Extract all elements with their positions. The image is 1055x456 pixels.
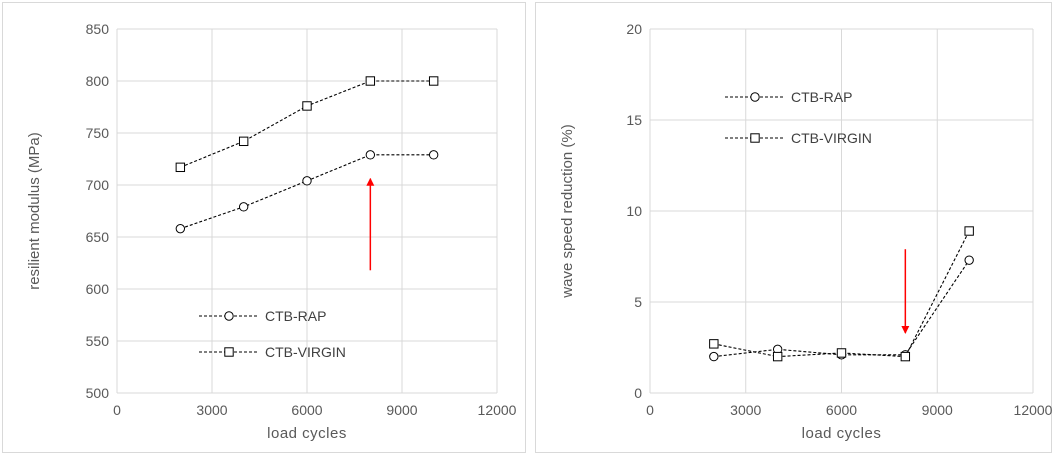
data-point-ctb-virgin [773, 352, 781, 360]
data-point-ctb-rap [303, 177, 311, 185]
x-tick-label: 6000 [291, 402, 322, 418]
legend-marker-square [225, 348, 233, 356]
data-point-ctb-rap [176, 224, 184, 232]
x-tick-label: 12000 [1014, 402, 1053, 418]
data-point-ctb-virgin [837, 349, 845, 357]
x-tick-label: 9000 [386, 402, 417, 418]
data-point-ctb-rap [366, 151, 374, 159]
data-point-ctb-rap [710, 352, 718, 360]
data-point-ctb-virgin [366, 77, 374, 85]
data-point-ctb-virgin [710, 340, 718, 348]
legend-label-ctb-rap: CTB-RAP [265, 308, 326, 324]
y-tick-label: 600 [86, 281, 110, 297]
x-tick-label: 3000 [196, 402, 227, 418]
y-tick-label: 20 [626, 21, 642, 37]
chart-panel-resilient-modulus: 500 550 600 650 700 750 800 850 0 3000 6000 9000 120… [2, 2, 526, 453]
data-point-ctb-virgin [429, 77, 437, 85]
y-tick-label: 700 [86, 177, 110, 193]
x-axis-title: load cycles [267, 425, 347, 442]
x-tick-label: 9000 [922, 402, 953, 418]
x-tick-label: 3000 [730, 402, 761, 418]
chart-wave-speed-reduction: 0 5 10 15 20 0 3000 6000 9000 12000 load cycles wav… [536, 3, 1053, 454]
x-axis-title: load cycles [802, 425, 882, 442]
legend-marker-circle [225, 312, 233, 320]
y-tick-label: 650 [86, 229, 110, 245]
data-point-ctb-rap [429, 151, 437, 159]
data-point-ctb-virgin [303, 102, 311, 110]
legend-label-ctb-virgin: CTB-VIRGIN [791, 130, 872, 146]
y-tick-label: 10 [626, 203, 642, 219]
data-point-ctb-virgin [965, 227, 973, 235]
chart-panel-wave-speed-reduction: 0 5 10 15 20 0 3000 6000 9000 12000 load cycles wav… [535, 2, 1052, 453]
legend-marker-square [751, 134, 759, 142]
y-axis-title: wave speed reduction (%) [559, 124, 576, 298]
data-point-ctb-virgin [176, 163, 184, 171]
y-axis-title: resilient modulus (MPa) [26, 132, 43, 290]
data-point-ctb-rap [965, 256, 973, 264]
data-point-ctb-virgin [239, 137, 247, 145]
legend-marker-circle [751, 93, 759, 101]
y-tick-label: 750 [86, 125, 110, 141]
legend-label-ctb-rap: CTB-RAP [791, 89, 852, 105]
x-tick-label: 12000 [478, 402, 517, 418]
y-tick-label: 500 [86, 385, 110, 401]
y-tick-label: 5 [634, 294, 642, 310]
data-point-ctb-rap [239, 203, 247, 211]
y-tick-label: 550 [86, 333, 110, 349]
y-tick-label: 0 [634, 385, 642, 401]
data-point-ctb-virgin [901, 352, 909, 360]
chart-resilient-modulus: 500 550 600 650 700 750 800 850 0 3000 6000 9000 120… [3, 3, 527, 454]
x-tick-label: 6000 [826, 402, 857, 418]
x-tick-label: 0 [646, 402, 654, 418]
legend-label-ctb-virgin: CTB-VIRGIN [265, 344, 346, 360]
y-tick-label: 800 [86, 73, 110, 89]
y-tick-label: 15 [626, 112, 642, 128]
y-tick-label: 850 [86, 21, 110, 37]
x-tick-label: 0 [113, 402, 121, 418]
